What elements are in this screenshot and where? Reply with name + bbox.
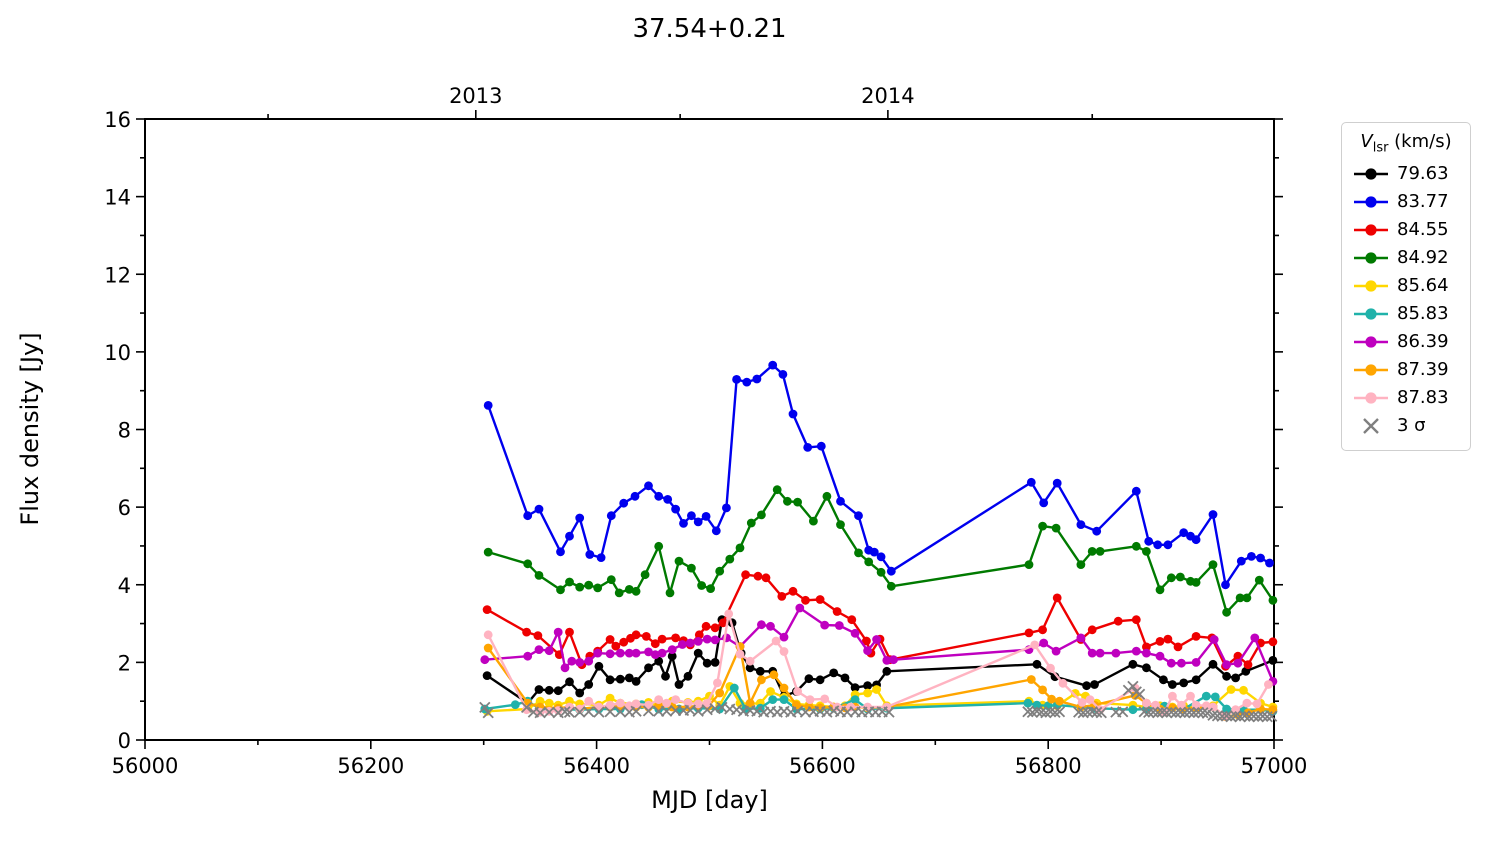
legend-line-marker-icon — [1354, 167, 1388, 180]
legend-title: Vlsr (km/s) — [1352, 131, 1460, 156]
legend-item-85.64: 85.64 — [1352, 272, 1460, 300]
legend-label: 85.83 — [1397, 303, 1449, 325]
axis-tick-labels: 56000 56200 56400 56600 56800 57000 0 2 4 6 8 10 12 1… — [104, 84, 1307, 778]
x-tick-label: 56600 — [789, 754, 856, 778]
y-axis-label: Flux density [Jy] — [16, 332, 44, 526]
y-tick-label: 14 — [104, 186, 131, 210]
legend-item-79.63: 79.63 — [1352, 160, 1460, 188]
y-tick-label: 10 — [104, 341, 131, 365]
legend-item-83.77: 83.77 — [1352, 188, 1460, 216]
legend-item-85.83: 85.83 — [1352, 300, 1460, 328]
y-tick-label: 16 — [104, 108, 131, 132]
legend-item-3σ: 3 σ — [1352, 412, 1460, 440]
y-tick-label: 6 — [118, 496, 131, 520]
legend-line-marker-icon — [1354, 307, 1388, 320]
axes-frame — [144, 118, 1275, 741]
x-tick-label: 57000 — [1241, 754, 1308, 778]
legend-cross-marker-icon — [1363, 417, 1379, 434]
x-tick-label: 56000 — [112, 754, 179, 778]
legend-title-symbol: V — [1360, 131, 1373, 152]
legend-line-marker-icon — [1354, 251, 1388, 264]
legend-label: 83.77 — [1397, 191, 1449, 213]
series-84.92 — [483, 485, 1278, 617]
legend-label: 86.39 — [1397, 331, 1449, 353]
y-tick-label: 4 — [118, 574, 131, 598]
series-79.63 — [482, 615, 1278, 708]
x-tick-label: 56400 — [563, 754, 630, 778]
x-tick-label: 56800 — [1015, 754, 1082, 778]
series-87.83 — [483, 609, 1273, 721]
series-86.39 — [480, 603, 1278, 686]
legend-title-unit: (km/s) — [1388, 131, 1452, 152]
series-3σ — [479, 680, 1278, 723]
year-tick-label: 2013 — [449, 84, 502, 108]
axis-ticks — [136, 110, 1283, 749]
legend-label: 79.63 — [1397, 163, 1449, 185]
legend-line-marker-icon — [1354, 335, 1388, 348]
legend-entries: 79.63 83.77 84.55 84.92 85.64 85.83 86.39 87.39… — [1352, 160, 1460, 440]
legend-label: 87.83 — [1397, 387, 1449, 409]
legend-label: 87.39 — [1397, 359, 1449, 381]
legend-item-86.39: 86.39 — [1352, 328, 1460, 356]
legend-title-subscript: lsr — [1372, 140, 1389, 156]
legend-line-marker-icon — [1354, 391, 1388, 404]
legend-label: 84.55 — [1397, 219, 1449, 241]
legend: Vlsr (km/s) 79.63 83.77 84.55 84.92 85.64 85.… — [1341, 122, 1471, 451]
legend-line-marker-icon — [1354, 279, 1388, 292]
x-tick-label: 56200 — [337, 754, 404, 778]
year-tick-label: 2014 — [861, 84, 914, 108]
chart-title: 37.54+0.21 — [632, 14, 787, 44]
y-tick-label: 12 — [104, 263, 131, 287]
legend-line-marker-icon — [1354, 223, 1388, 236]
series-83.77 — [483, 360, 1274, 590]
x-axis-label: MJD [day] — [651, 786, 768, 814]
legend-item-87.83: 87.83 — [1352, 384, 1460, 412]
legend-item-84.55: 84.55 — [1352, 216, 1460, 244]
y-tick-label: 2 — [118, 651, 131, 675]
legend-line-marker-icon — [1354, 363, 1388, 376]
legend-line-marker-icon — [1354, 195, 1388, 208]
legend-item-87.39: 87.39 — [1352, 356, 1460, 384]
legend-label: 85.64 — [1397, 275, 1449, 297]
y-tick-label: 8 — [118, 419, 131, 443]
legend-label: 84.92 — [1397, 247, 1449, 269]
legend-item-84.92: 84.92 — [1352, 244, 1460, 272]
legend-label: 3 σ — [1397, 415, 1426, 437]
y-tick-label: 0 — [118, 729, 131, 753]
